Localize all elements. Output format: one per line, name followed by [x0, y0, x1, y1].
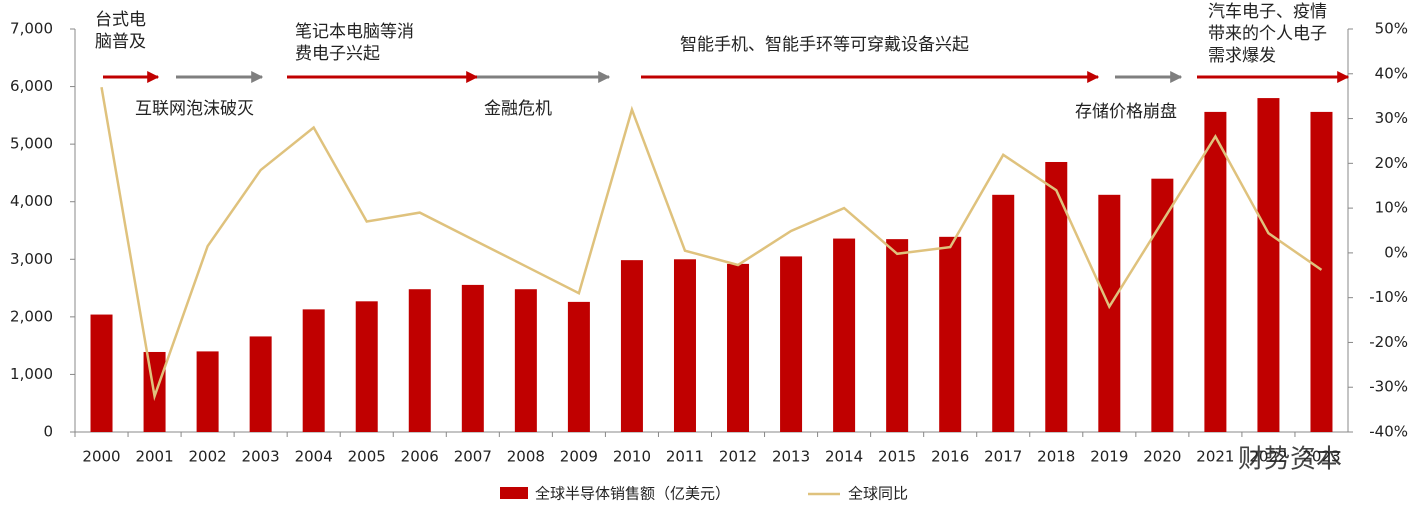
y2-tick-label: 50% [1375, 20, 1408, 38]
bar [727, 263, 750, 432]
x-tick-label: 2016 [931, 448, 969, 466]
annotation: 笔记本电脑等消 [295, 22, 414, 42]
legend-label: 全球半导体销售额（亿美元） [535, 485, 730, 503]
x-tick-label: 2001 [135, 448, 173, 466]
bar [886, 239, 909, 432]
annotation: 带来的个人电子 [1208, 24, 1327, 44]
bar [408, 289, 431, 432]
y2-tick-label: 0% [1384, 243, 1408, 261]
bar [90, 314, 113, 432]
bar [673, 259, 696, 432]
annotation: 互联网泡沫破灭 [135, 99, 254, 119]
x-tick-label: 2002 [189, 448, 227, 466]
annotation: 汽车电子、疫情 [1208, 2, 1327, 22]
bar [302, 309, 325, 432]
y-tick-label: 6,000 [10, 77, 53, 95]
y-tick-label: 3,000 [10, 250, 53, 268]
x-tick-label: 2020 [1143, 448, 1181, 466]
bar [1204, 111, 1227, 432]
x-tick-label: 2004 [295, 448, 333, 466]
x-tick-label: 2011 [666, 448, 704, 466]
y-tick-label: 1,000 [10, 365, 53, 383]
y2-tick-label: 10% [1375, 199, 1408, 217]
bar [355, 301, 378, 432]
y-tick-label: 0 [43, 423, 53, 441]
annotation: 费电子兴起 [295, 44, 380, 64]
x-tick-label: 2006 [401, 448, 439, 466]
x-tick-label: 2007 [454, 448, 492, 466]
x-tick-label: 2003 [242, 448, 280, 466]
annotation: 金融危机 [484, 99, 552, 119]
x-tick-label: 2010 [613, 448, 651, 466]
y2-tick-label: -40% [1369, 423, 1408, 441]
bar [567, 301, 590, 432]
bar [833, 238, 856, 432]
bar [1151, 178, 1174, 432]
x-tick-label: 2017 [984, 448, 1022, 466]
x-tick-label: 2022 [1249, 448, 1287, 466]
y-tick-label: 4,000 [10, 192, 53, 210]
x-tick-label: 2015 [878, 448, 916, 466]
y2-tick-label: 30% [1375, 109, 1408, 127]
x-tick-label: 2012 [719, 448, 757, 466]
annotation: 存储价格崩盘 [1075, 102, 1177, 122]
y2-tick-label: -10% [1369, 288, 1408, 306]
x-tick-label: 2018 [1037, 448, 1075, 466]
bar [514, 289, 537, 432]
bar [780, 256, 803, 432]
legend-swatch [500, 487, 528, 499]
annotation: 脑普及 [95, 32, 146, 52]
x-tick-label: 2005 [348, 448, 386, 466]
x-tick-label: 2013 [772, 448, 810, 466]
y-tick-label: 5,000 [10, 135, 53, 153]
bar [620, 260, 643, 432]
annotation: 台式电 [95, 10, 146, 30]
bar [939, 236, 962, 432]
y2-tick-label: -20% [1369, 333, 1408, 351]
annotation: 智能手机、智能手环等可穿戴设备兴起 [680, 35, 969, 55]
bar [1310, 111, 1333, 432]
watermark: 财势资本 [1238, 445, 1342, 475]
x-tick-label: 2008 [507, 448, 545, 466]
x-tick-label: 2000 [82, 448, 120, 466]
line [100, 86, 1323, 402]
y-tick-label: 7,000 [10, 20, 53, 38]
bar [249, 336, 272, 432]
y2-tick-label: 40% [1375, 64, 1408, 82]
bar [196, 351, 219, 432]
legend-label: 全球同比 [848, 485, 908, 503]
y-tick-label: 2,000 [10, 307, 53, 325]
y2-tick-label: -30% [1369, 378, 1408, 396]
y2-tick-label: 20% [1375, 154, 1408, 172]
x-tick-label: 2009 [560, 448, 598, 466]
bar [992, 194, 1015, 432]
x-tick-label: 2023 [1302, 448, 1340, 466]
bar [1045, 161, 1068, 433]
bar [461, 284, 484, 432]
annotation: 需求爆发 [1208, 46, 1276, 66]
x-tick-label: 2021 [1196, 448, 1234, 466]
bar [1098, 194, 1121, 432]
x-tick-label: 2014 [825, 448, 863, 466]
x-tick-label: 2019 [1090, 448, 1128, 466]
bar [1257, 98, 1280, 432]
